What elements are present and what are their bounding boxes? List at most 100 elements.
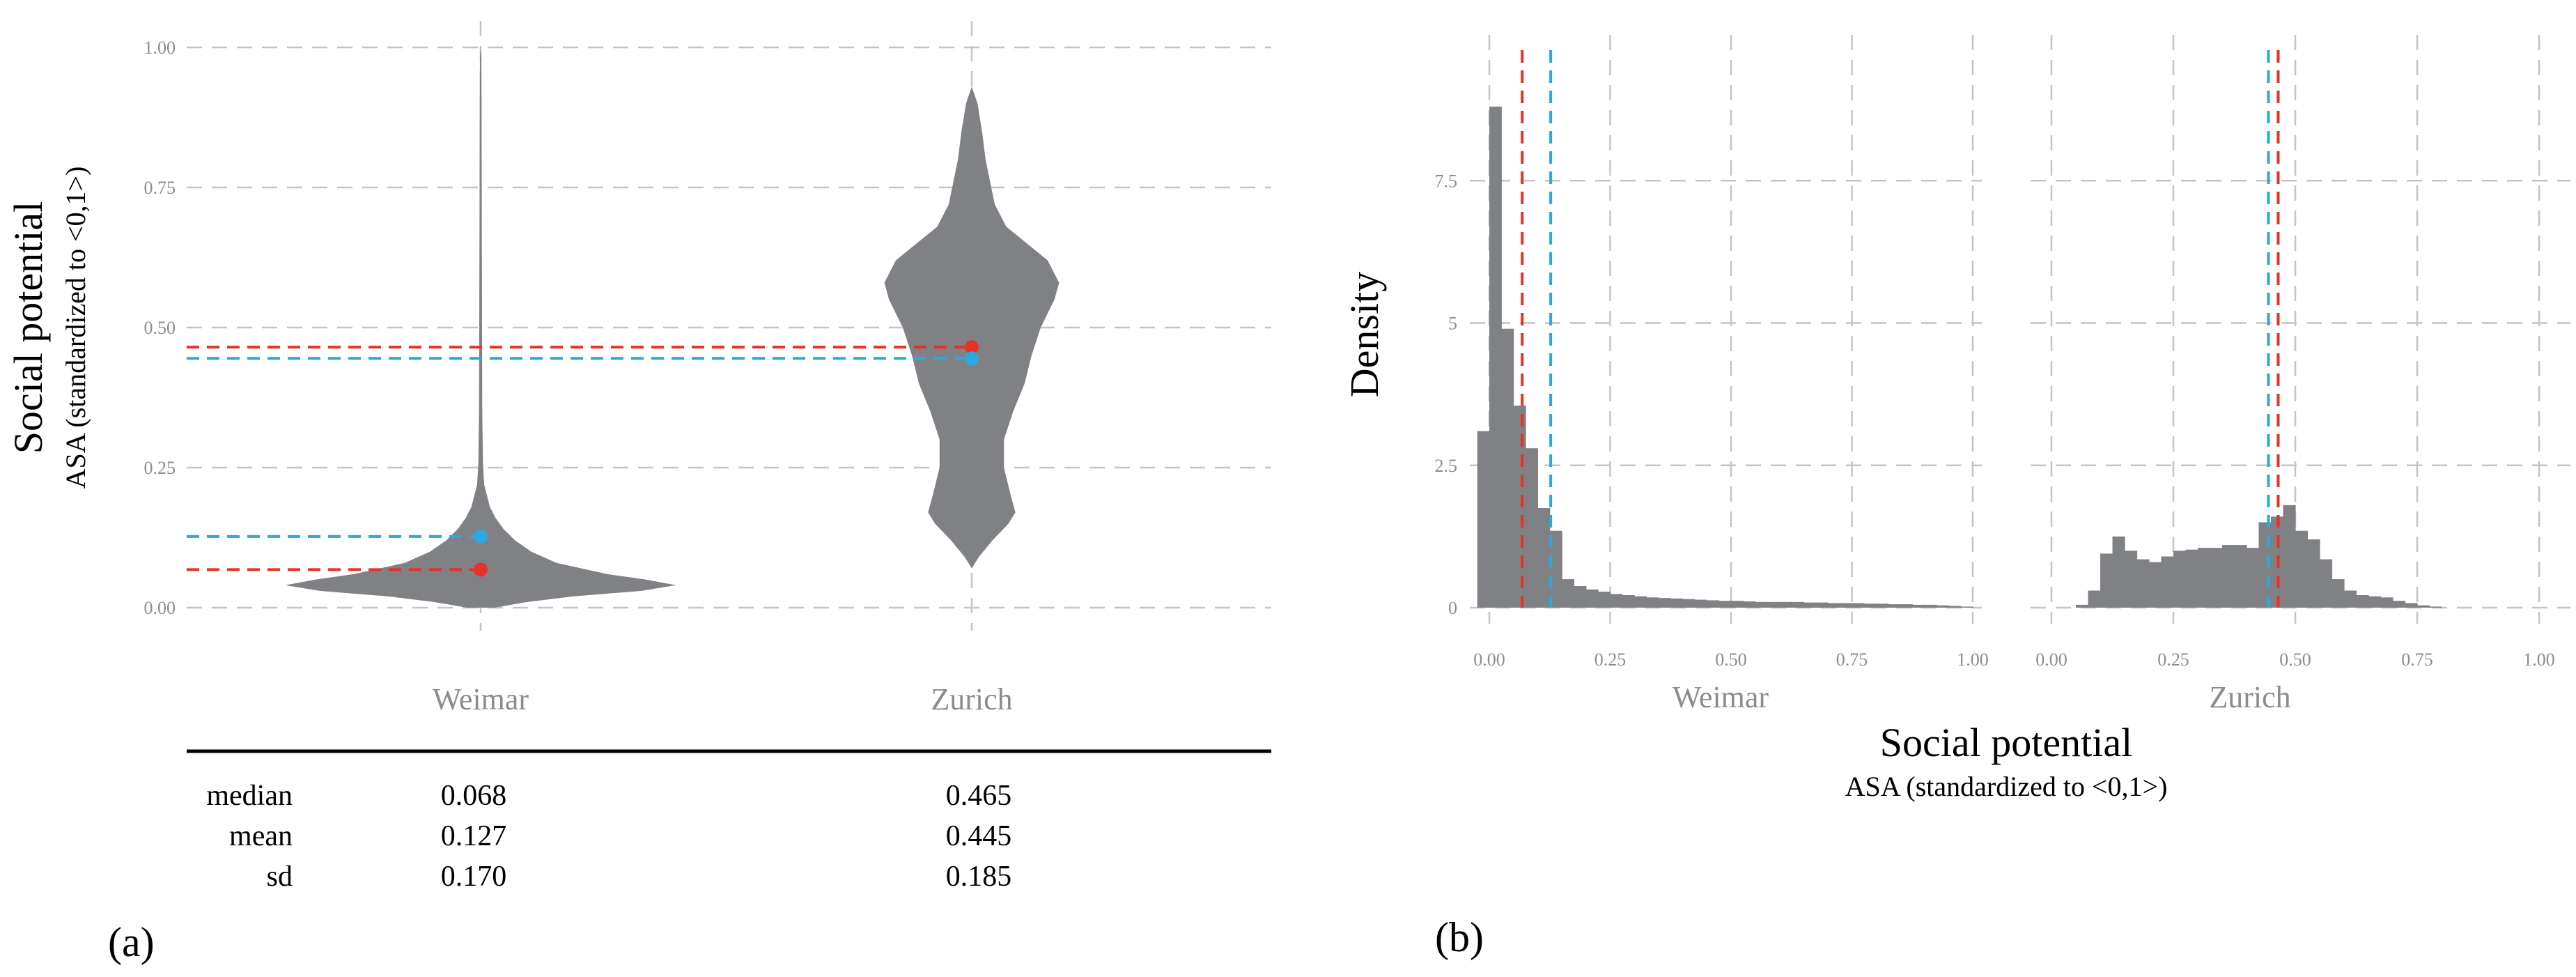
hist-bar-weimar <box>1827 603 1840 608</box>
hist-x-tick-label: 0.75 <box>1836 649 1868 670</box>
hist-bar-zurich <box>2380 597 2393 608</box>
hist-bar-weimar <box>1815 602 1829 608</box>
hist-bar-weimar <box>1755 601 1768 608</box>
stats-zurich-sd: 0.185 <box>946 861 1012 893</box>
violin-reference-lines <box>187 340 979 577</box>
hist-bar-zurich <box>2368 596 2382 608</box>
hist-bar-zurich <box>2283 505 2296 608</box>
hist-x-tick-label: 0.00 <box>2035 649 2067 670</box>
stats-row-label-mean: mean <box>229 820 293 852</box>
violin-mean-point-zurich <box>965 351 979 366</box>
hist-bar-zurich <box>2161 556 2174 608</box>
histogram-bars <box>1477 107 2442 608</box>
stats-weimar-median: 0.068 <box>441 780 507 812</box>
hist-bar-weimar <box>1513 406 1526 608</box>
hist-y-tick-label: 2.5 <box>1435 456 1458 476</box>
hist-bar-weimar <box>1876 603 1889 608</box>
hist-bar-weimar <box>1707 600 1720 608</box>
hist-bar-weimar <box>1501 328 1514 608</box>
hist-bar-zurich <box>2136 559 2150 608</box>
panel-label-b: (b) <box>1435 914 1484 960</box>
hist-bar-zurich <box>2185 549 2198 608</box>
hist-bar-weimar <box>1767 601 1780 608</box>
hist-bar-weimar <box>1936 605 1949 608</box>
facet-label-zurich: Zurich <box>2209 680 2290 714</box>
stats-zurich-mean: 0.445 <box>946 820 1012 852</box>
hist-bar-zurich <box>2429 606 2442 608</box>
hist-bar-zurich <box>2149 562 2162 608</box>
histogram-x-axis-title: Social potential <box>1880 720 2132 765</box>
hist-bar-zurich <box>2356 595 2369 608</box>
hist-bar-weimar <box>1900 604 1913 608</box>
stats-weimar-sd: 0.170 <box>441 861 507 893</box>
violin-y-tick-labels: 0.00 0.25 0.50 0.75 1.00 <box>144 38 176 618</box>
hist-bar-weimar <box>1549 530 1562 608</box>
hist-bar-zurich <box>2405 603 2418 608</box>
hist-bar-zurich <box>2307 539 2320 608</box>
hist-bar-weimar <box>1489 107 1502 608</box>
histogram-panel: 0 2.5 5 7.5 0.00 0.25 0.50 0.75 1.00 0.00 0.25 0.5… <box>1342 35 2570 960</box>
hist-bar-weimar <box>1634 596 1647 608</box>
hist-bar-weimar <box>1960 606 1973 608</box>
facet-label-weimar: Weimar <box>1673 680 1769 714</box>
hist-bar-zurich <box>2100 553 2113 608</box>
hist-bar-weimar <box>1537 508 1551 608</box>
violin-median-point-weimar <box>474 562 488 577</box>
hist-bar-weimar <box>1912 604 1925 608</box>
hist-bar-zurich <box>2112 536 2125 608</box>
violin-group-label-zurich: Zurich <box>931 682 1012 716</box>
histogram-x-axis-subtitle: ASA (standardized to <0,1>) <box>1845 771 2168 802</box>
hist-bar-zurich <box>2393 601 2406 608</box>
hist-bar-weimar <box>1622 595 1635 608</box>
hist-bar-weimar <box>1526 448 1538 608</box>
hist-bar-weimar <box>1477 431 1490 608</box>
hist-bar-zurich <box>2320 559 2333 608</box>
hist-bar-zurich <box>2125 551 2138 608</box>
hist-x-tick-label: 0.25 <box>1595 649 1627 670</box>
hist-bar-zurich <box>2222 545 2235 608</box>
hist-bar-weimar <box>1948 606 1962 608</box>
hist-bar-zurich <box>2173 551 2187 608</box>
histogram-reference-lines <box>1521 50 2280 608</box>
histogram-y-tick-labels: 0 2.5 5 7.5 <box>1435 171 1458 618</box>
hist-x-tick-label: 1.00 <box>2523 649 2555 670</box>
hist-bar-weimar <box>1803 602 1816 608</box>
violin-y-tick-label: 0.25 <box>144 458 176 478</box>
hist-x-tick-label: 0.00 <box>1473 649 1505 670</box>
hist-bar-weimar <box>1840 603 1853 608</box>
violin-group-label-weimar: Weimar <box>433 682 529 716</box>
violins <box>285 47 1060 608</box>
hist-bar-weimar <box>1670 598 1684 608</box>
hist-x-tick-label: 0.75 <box>2401 649 2433 670</box>
violin-y-tick-label: 0.50 <box>144 318 176 338</box>
hist-bar-weimar <box>1694 599 1707 608</box>
histogram-y-axis-title: Density <box>1342 272 1387 397</box>
hist-bar-weimar <box>1731 601 1744 608</box>
hist-bar-weimar <box>1646 597 1659 608</box>
hist-bar-zurich <box>2234 545 2247 608</box>
hist-x-tick-label: 0.50 <box>2279 649 2311 670</box>
hist-y-tick-label: 5 <box>1448 314 1457 334</box>
violin-weimar <box>285 47 676 608</box>
violin-median-point-zurich <box>965 340 979 355</box>
hist-bar-weimar <box>1924 604 1937 608</box>
hist-bar-weimar <box>1779 601 1792 608</box>
hist-bar-zurich <box>2247 548 2260 608</box>
hist-bar-zurich <box>2088 590 2101 608</box>
hist-bar-weimar <box>1743 601 1756 608</box>
hist-x-tick-label: 0.50 <box>1715 649 1747 670</box>
violin-y-axis-title: Social potential <box>6 201 51 454</box>
hist-bar-weimar <box>1574 586 1587 608</box>
violin-grid <box>187 21 1271 631</box>
hist-y-tick-label: 0 <box>1448 598 1457 618</box>
hist-bar-zurich <box>2076 604 2089 608</box>
hist-x-tick-label: 1.00 <box>1957 649 1989 670</box>
violin-y-tick-label: 0.00 <box>144 598 176 618</box>
hist-bar-zurich <box>2210 548 2223 608</box>
hist-bar-weimar <box>1598 592 1611 608</box>
stats-row-label-sd: sd <box>267 861 293 893</box>
hist-bar-weimar <box>1863 603 1877 608</box>
stats-weimar-mean: 0.127 <box>441 820 507 852</box>
hist-bar-zurich <box>2331 579 2345 608</box>
